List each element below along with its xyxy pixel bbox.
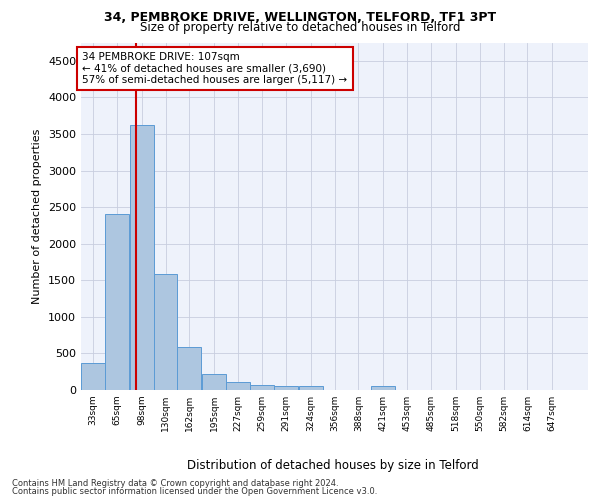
- Bar: [178, 347, 202, 390]
- Text: 34 PEMBROKE DRIVE: 107sqm
← 41% of detached houses are smaller (3,690)
57% of se: 34 PEMBROKE DRIVE: 107sqm ← 41% of detac…: [82, 52, 347, 85]
- Text: 34, PEMBROKE DRIVE, WELLINGTON, TELFORD, TF1 3PT: 34, PEMBROKE DRIVE, WELLINGTON, TELFORD,…: [104, 11, 496, 24]
- Bar: [371, 386, 395, 390]
- Bar: [274, 386, 298, 390]
- Bar: [299, 386, 323, 390]
- Bar: [250, 385, 274, 390]
- Text: Distribution of detached houses by size in Telford: Distribution of detached houses by size …: [187, 460, 479, 472]
- Bar: [130, 125, 154, 390]
- Text: Size of property relative to detached houses in Telford: Size of property relative to detached ho…: [140, 21, 460, 34]
- Bar: [226, 382, 250, 390]
- Text: Contains HM Land Registry data © Crown copyright and database right 2024.: Contains HM Land Registry data © Crown c…: [12, 478, 338, 488]
- Text: Contains public sector information licensed under the Open Government Licence v3: Contains public sector information licen…: [12, 487, 377, 496]
- Bar: [154, 274, 178, 390]
- Bar: [81, 363, 105, 390]
- Bar: [202, 374, 226, 390]
- Bar: [105, 214, 129, 390]
- Y-axis label: Number of detached properties: Number of detached properties: [32, 128, 43, 304]
